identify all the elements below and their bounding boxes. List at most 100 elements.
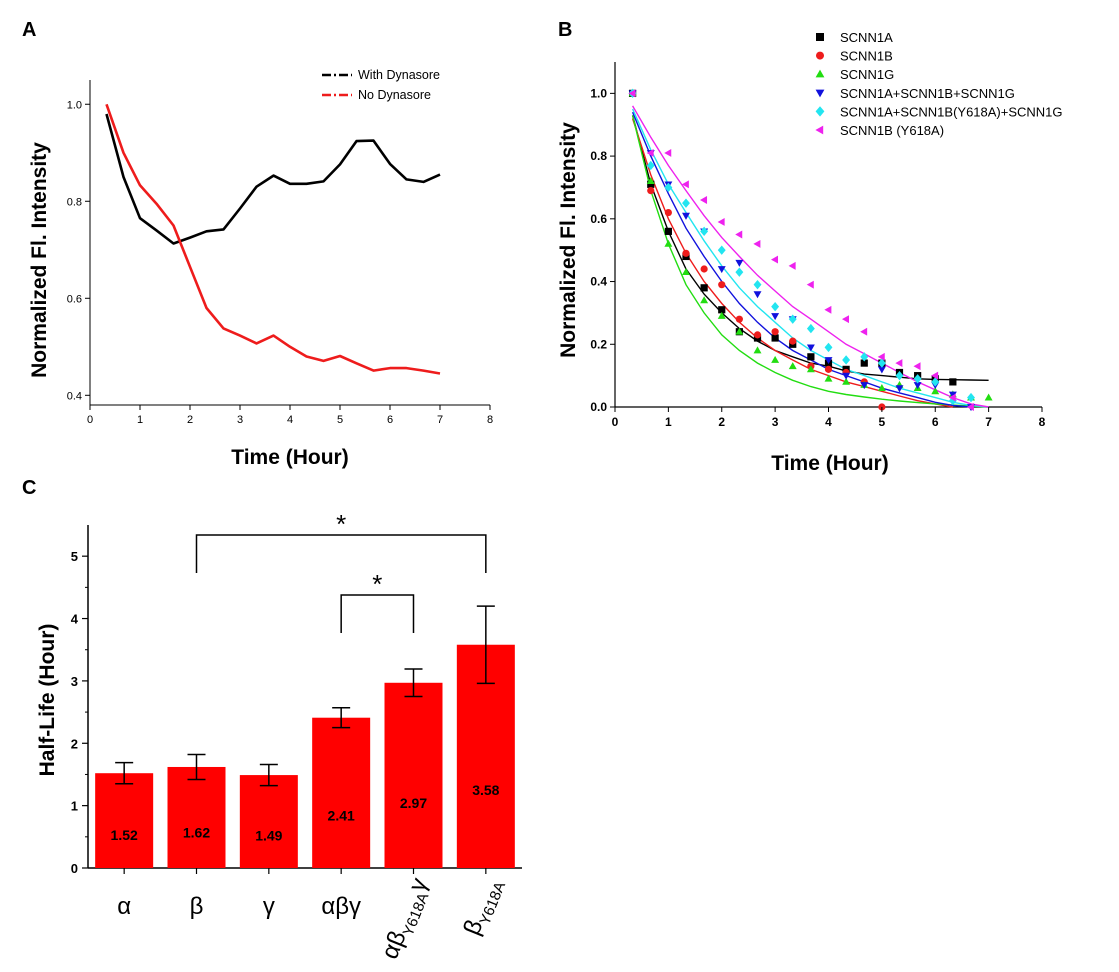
panel-b-point-3 xyxy=(842,372,851,380)
panel-c-significance-star-1: * xyxy=(372,569,382,599)
panel-b-point-3 xyxy=(806,344,815,352)
panel-b-point-2 xyxy=(984,393,993,401)
panel-b-point-2 xyxy=(931,387,940,395)
panel-b-point-5 xyxy=(788,261,796,270)
panel-b-point-3 xyxy=(913,382,922,390)
panel-b-y-tick-label: 0.4 xyxy=(590,275,607,289)
panel-b-point-2 xyxy=(735,327,744,335)
panel-b-x-tick-label: 8 xyxy=(1039,415,1046,429)
panel-b-point-0 xyxy=(718,306,726,314)
panel-b-fit-curve-5 xyxy=(631,105,989,408)
panel-b-x-tick-label: 7 xyxy=(985,415,992,429)
panel-b-point-4 xyxy=(771,301,780,312)
panel-a-line-chart: 0 1 2 3 4 5 6 7 8 0.4 0.6 0.8 1.0 With Dynasore No Dy… xyxy=(28,68,493,469)
panel-b-point-5 xyxy=(931,371,939,380)
panel-b-point-5 xyxy=(681,180,689,189)
panel-b-point-4 xyxy=(682,198,690,208)
panel-c-bar-3 xyxy=(312,717,371,868)
panel-a-legend-label-1: No Dynasore xyxy=(358,88,431,102)
panel-b-point-3 xyxy=(860,382,869,390)
panel-c-value-label-4: 2.97 xyxy=(400,795,427,811)
panel-b-point-1 xyxy=(682,249,690,257)
panel-c-category-label-4: αβY618Aγ xyxy=(376,874,434,963)
panel-c-bar-1 xyxy=(167,766,226,868)
panel-b-point-4 xyxy=(700,226,709,237)
panel-a-y-tick-label: 0.6 xyxy=(67,293,82,305)
panel-b-point-5 xyxy=(664,148,672,157)
panel-c-significance-bracket-0 xyxy=(195,534,487,573)
panel-b-fit-curve-3 xyxy=(631,111,972,408)
panel-c-significance-star-0: * xyxy=(336,509,346,539)
panel-c-value-label-2: 1.49 xyxy=(255,827,282,843)
panel-c-category-subscript: Y618A xyxy=(400,891,433,939)
panel-a-x-tick-label: 7 xyxy=(437,414,443,426)
panel-a-legend: With Dynasore No Dynasore xyxy=(322,68,440,102)
panel-b-point-4 xyxy=(717,245,726,255)
panel-c-significance-bracket-1 xyxy=(340,594,415,633)
panel-b-legend-label-4: SCNN1A+SCNN1B(Y618A)+SCNN1G xyxy=(840,104,1063,119)
panel-b-point-5 xyxy=(895,359,903,368)
panel-b-point-1 xyxy=(824,365,833,373)
panel-a-letter: A xyxy=(22,19,36,41)
panel-b-point-3 xyxy=(948,391,957,399)
panel-b-x-tick-label: 5 xyxy=(879,415,886,429)
panel-b-point-0 xyxy=(664,227,672,235)
panel-b-point-5 xyxy=(877,352,885,361)
panel-c-category-label-5: βY618A xyxy=(458,874,509,940)
panel-b-point-1 xyxy=(789,337,797,345)
panel-b-point-5 xyxy=(770,255,779,264)
panel-b-point-4 xyxy=(664,182,673,193)
panel-b-point-1 xyxy=(771,328,779,336)
panel-b-point-5 xyxy=(735,230,743,239)
panel-c-plot-area: 1.52 1.62 1.49 2.41 2.97 3.58 xyxy=(87,525,522,869)
panel-b-legend-marker-0 xyxy=(816,33,824,41)
panel-b-point-4 xyxy=(735,267,744,277)
panel-c-y-tick-label: 2 xyxy=(71,736,78,751)
panel-b-point-5 xyxy=(628,89,636,98)
panel-b-point-2 xyxy=(664,239,673,247)
panel-b-point-5 xyxy=(646,148,654,157)
panel-a-ylabel: Normalized Fl. Intensity xyxy=(28,142,51,378)
panel-b-y-tick-label: 1.0 xyxy=(590,86,607,100)
panel-b-point-4 xyxy=(842,355,851,365)
panel-b-point-2 xyxy=(682,267,690,276)
panel-c-category-label-1: β xyxy=(190,893,204,920)
panel-b-ylabel: Normalized Fl. Intensity xyxy=(557,122,580,358)
panel-b-point-3 xyxy=(771,313,780,321)
panel-c-category-tail: γ xyxy=(404,874,434,895)
panel-b-point-3 xyxy=(877,366,886,374)
panel-b-y-tick-label: 0.0 xyxy=(590,400,607,414)
panel-c-value-label-3: 2.41 xyxy=(328,807,355,823)
panel-a-series-line-0 xyxy=(105,113,441,245)
panel-b-point-5 xyxy=(824,305,832,314)
panel-b-point-4 xyxy=(895,370,904,381)
panel-b-legend-label-0: SCNN1A xyxy=(840,30,893,45)
panel-b-point-5 xyxy=(699,196,708,204)
panel-b-point-0 xyxy=(700,284,708,292)
panel-b-point-4 xyxy=(877,358,886,368)
panel-b-point-2 xyxy=(753,346,762,354)
panel-b-x-tick-label: 0 xyxy=(612,415,619,429)
panel-a-legend-label-0: With Dynasore xyxy=(358,68,440,82)
panel-b-legend-label-1: SCNN1B xyxy=(840,49,893,64)
panel-b-fit-curve-2 xyxy=(631,115,989,408)
panel-b-point-4 xyxy=(788,314,797,324)
panel-a-x-tick-label: 8 xyxy=(487,414,493,426)
panel-b-point-5 xyxy=(966,403,974,411)
panel-b-point-5 xyxy=(841,315,849,324)
panel-b-point-3 xyxy=(753,291,762,299)
panel-b-point-2 xyxy=(700,296,709,304)
panel-a-y-tick-label: 0.8 xyxy=(67,196,82,208)
panel-c-letter: C xyxy=(22,477,36,499)
panel-c-y-tick-label: 1 xyxy=(71,799,78,814)
panel-b-point-4 xyxy=(753,280,762,290)
panel-b-x-tick-label: 4 xyxy=(825,415,832,429)
panel-b-point-4 xyxy=(806,323,815,334)
panel-b-point-5 xyxy=(717,217,725,226)
panel-b-point-2 xyxy=(717,311,726,319)
panel-b-legend-marker-5 xyxy=(815,125,824,135)
panel-c-category-text-5: βY618A xyxy=(458,874,509,940)
panel-c-ylabel: Half-Life (Hour) xyxy=(36,624,59,777)
